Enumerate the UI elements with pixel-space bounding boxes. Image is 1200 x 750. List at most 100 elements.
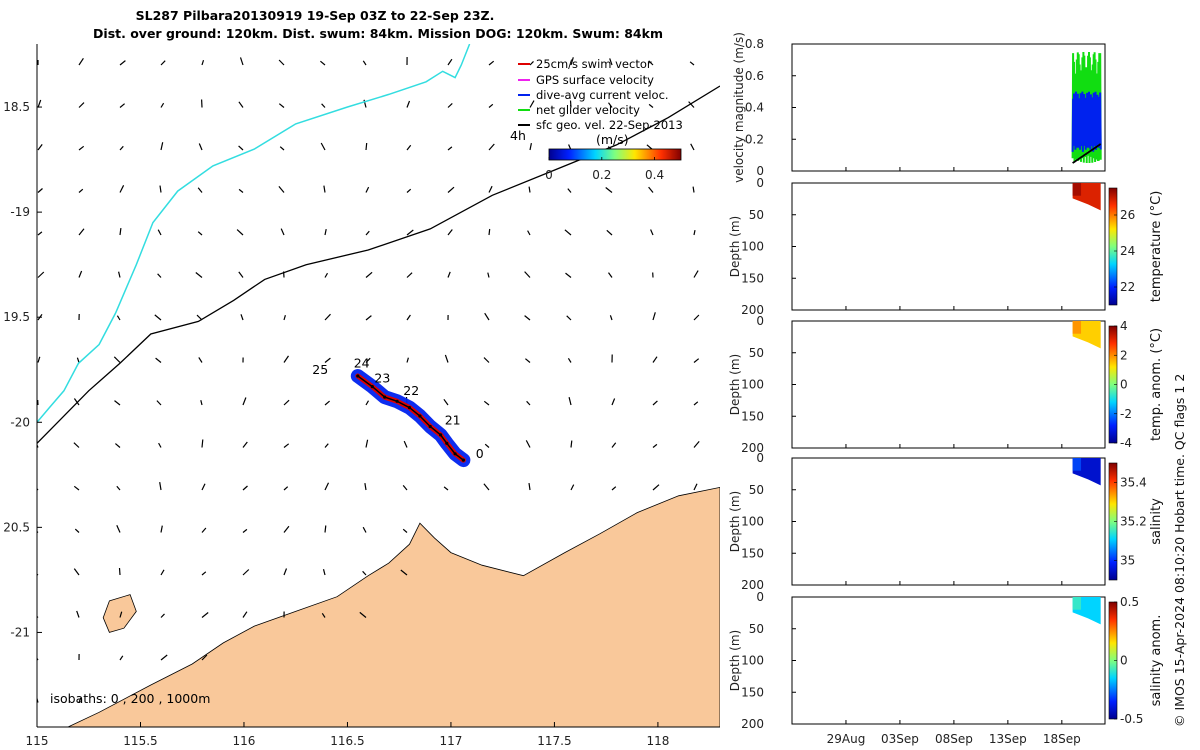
panel-y-tick-label: 0: [756, 590, 764, 604]
geo-velocity-arrow: [76, 357, 80, 363]
geo-velocity-arrow: [322, 569, 326, 576]
geo-velocity-arrow: [119, 185, 125, 193]
map-x-tick-label: 115.5: [123, 734, 157, 748]
geo-velocity-arrow: [78, 270, 83, 278]
geo-velocity-arrow: [444, 354, 449, 363]
geo-velocity-arrow: [278, 103, 285, 108]
map-y-tick-label: -20: [10, 415, 30, 429]
panel-colorbar-tick-label: 35: [1120, 554, 1135, 568]
geo-velocity-arrow: [321, 612, 326, 618]
geo-velocity-arrow: [242, 611, 248, 618]
map-x-tick-label: 117.5: [537, 734, 571, 748]
panel-x-tick-label: 13Sep: [989, 732, 1027, 746]
geo-velocity-arrow: [283, 486, 289, 491]
legend-label-gps-velocity: GPS surface velocity: [536, 73, 654, 87]
geo-velocity-arrow: [37, 231, 43, 236]
geo-velocity-arrow: [364, 483, 367, 491]
panel-colorbar-tick-label: 0.5: [1120, 595, 1139, 609]
geo-velocity-arrow: [359, 611, 367, 618]
map-colorbar: [548, 148, 682, 161]
geo-velocity-arrow: [652, 400, 658, 406]
geo-velocity-arrow: [113, 356, 121, 363]
map-colorbar-tick-note: 4h: [510, 128, 526, 143]
figure-title-line2: Dist. over ground: 120km. Dist. swum: 84…: [93, 26, 663, 41]
geo-velocity-arrow: [524, 271, 531, 278]
map-panel: 115 115.5 116 116.5 117 117.5 118 18.5 -19 19.5 -…: [3, 44, 720, 748]
panel-y-tick-label: 0: [756, 314, 764, 328]
track-point: [439, 433, 443, 437]
track-point: [370, 385, 374, 389]
geo-velocity-arrow: [567, 188, 572, 193]
geo-velocity-arrow: [529, 100, 535, 108]
geo-velocity-arrow: [238, 145, 244, 151]
map-y-tick-label: 19.5: [3, 310, 30, 324]
geo-velocity-arrow: [484, 443, 490, 448]
geo-velocity-arrow: [406, 188, 412, 193]
map-colorbar-label: (m/s): [596, 132, 629, 147]
geo-velocity-arrow: [484, 312, 490, 321]
geo-velocity-arrow: [78, 145, 85, 151]
geo-velocity-arrow: [324, 443, 329, 448]
geo-velocity-arrow: [160, 654, 168, 661]
geo-velocity-arrow: [160, 569, 165, 576]
track-point: [453, 452, 457, 456]
geo-velocity-arrow: [564, 229, 572, 236]
geo-velocity-arrow: [73, 398, 80, 406]
map-colorbar-tick-label: 0.2: [592, 168, 611, 182]
geo-velocity-arrow: [693, 401, 699, 406]
geo-velocity-arrow: [240, 314, 244, 321]
geo-velocity-arrow: [201, 612, 209, 618]
geo-velocity-arrow: [160, 60, 166, 66]
geo-velocity-arrow: [693, 441, 700, 448]
geo-velocity-arrow: [693, 358, 700, 363]
geo-velocity-arrow: [608, 272, 613, 278]
geo-velocity-arrow: [201, 60, 205, 66]
panel-frame: [791, 182, 1106, 311]
geo-velocity-arrow: [365, 271, 373, 278]
geo-velocity-arrow: [242, 441, 248, 448]
track-point: [383, 395, 387, 399]
geo-velocity-arrow: [73, 442, 80, 448]
geo-velocity-arrow: [483, 483, 490, 491]
panel-y-tick-label: 100: [741, 240, 764, 254]
geo-velocity-arrow: [118, 567, 121, 576]
geo-velocity-arrow: [324, 482, 330, 491]
panel-colorbar-label: temp. anom. (°C): [1149, 328, 1164, 441]
geo-velocity-arrow: [278, 186, 285, 193]
track-day-label: 21: [445, 412, 461, 427]
panel-y-tick-label: 50: [749, 483, 764, 497]
geo-velocity-arrow: [37, 188, 43, 193]
geo-velocity-arrow: [365, 357, 371, 363]
geo-velocity-arrow: [566, 315, 572, 321]
legend-label-dive-avg: dive-avg current veloc.: [536, 88, 669, 102]
geo-velocity-arrow: [242, 397, 247, 406]
panel-y-tick-label: 50: [749, 208, 764, 222]
map-x-ticks: 115 115.5 116 116.5 117 117.5 118: [26, 722, 669, 748]
geo-velocity-arrow: [320, 60, 326, 66]
panel-y-axis-label: Depth (m): [728, 630, 742, 691]
map-x-tick-label: 115: [26, 734, 49, 748]
geo-velocity-arrow: [406, 144, 412, 151]
panel-y-axis-label: velocity magnitude (m/s): [732, 32, 746, 183]
geo-velocity-arrow: [447, 229, 453, 236]
geo-velocity-arrow: [283, 568, 288, 576]
geo-velocity-arrow: [119, 228, 122, 236]
figure-title-line1: SL287 Pilbara20130919 19-Sep 03Z to 22-S…: [136, 8, 495, 23]
panel-colorbar: [1108, 187, 1118, 306]
geo-velocity-arrow: [115, 443, 121, 448]
section-heatmap-variation: [1072, 183, 1082, 196]
map-x-tick-label: 117: [439, 734, 462, 748]
geo-velocity-arrow: [606, 229, 613, 236]
geo-velocity-arrow: [324, 313, 331, 321]
land-island: [102, 594, 137, 633]
geo-velocity-arrow: [119, 103, 125, 108]
geo-velocity-arrow: [239, 57, 244, 66]
geo-velocity-arrow: [321, 103, 326, 108]
track-point: [428, 424, 432, 429]
geo-velocity-arrow: [488, 143, 495, 151]
panel-colorbar-label: temperature (°C): [1149, 191, 1164, 303]
geo-velocity-arrow: [160, 525, 163, 533]
geo-velocity-arrow: [693, 314, 700, 321]
geo-velocity-arrow: [447, 58, 453, 66]
